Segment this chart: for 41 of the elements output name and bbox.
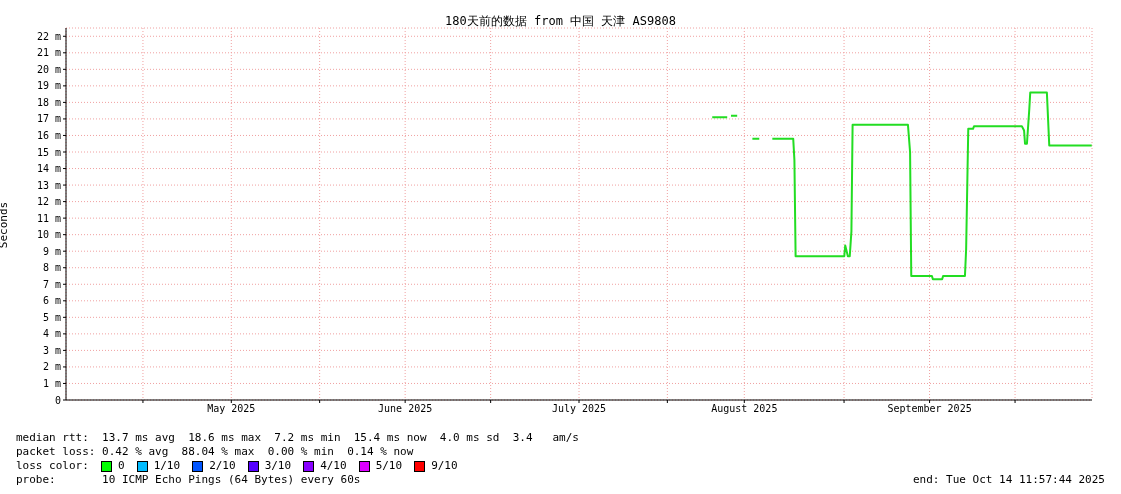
- y-tick-label: 7 m: [42, 278, 61, 290]
- text: 3/10: [263, 459, 292, 473]
- y-tick-label: 10 m: [36, 229, 61, 241]
- text: 9/10: [430, 459, 458, 473]
- y-tick-label: 6 m: [42, 295, 61, 307]
- y-tick-label: 8 m: [42, 262, 61, 274]
- y-tick-label: 5 m: [42, 311, 61, 323]
- y-tick-label: 9 m: [42, 245, 61, 257]
- y-tick-label: 18 m: [36, 96, 61, 108]
- y-tick-label: 1 m: [42, 378, 61, 390]
- y-tick-label: 17 m: [36, 113, 61, 125]
- y-tick-label: 20 m: [36, 63, 61, 75]
- y-tick-label: 16 m: [36, 130, 61, 142]
- x-tick-label: September 2025: [887, 403, 972, 415]
- y-tick-label: 14 m: [36, 163, 61, 175]
- y-tick-label: 22 m: [36, 30, 61, 42]
- x-tick-label: July 2025: [551, 403, 607, 415]
- text: packet loss: 0.42 % avg 88.04 % max 0.00 % min 0.14 % now: [16, 445, 415, 459]
- x-tick-label: June 2025: [378, 403, 433, 415]
- chart-title: 180天前的数据 from 中国 天津 AS9808: [444, 14, 677, 28]
- text: 0: [117, 459, 125, 473]
- y-tick-label: 12 m: [36, 196, 61, 208]
- y-tick-label: 0: [54, 394, 61, 406]
- text: 4/10: [319, 459, 347, 473]
- y-tick-label: 19 m: [36, 80, 61, 92]
- y-tick-label: 3 m: [42, 344, 61, 356]
- x-tick-label: August 2025: [711, 403, 778, 415]
- y-tick-label: 2 m: [42, 361, 61, 373]
- y-tick-label: 4 m: [42, 328, 61, 340]
- text: 1/10: [152, 459, 181, 473]
- y-tick-label: 21 m: [36, 47, 61, 59]
- text: 5/10: [374, 459, 403, 473]
- text: probe: 10 ICMP Echo Pings (64 Bytes) every 60s: [16, 473, 362, 487]
- text: median rtt: 13.7 ms avg 18.6 ms max 7.2 ms min 15.4 ms now 4.0 ms sd 3.4 am/s: [16, 431, 579, 445]
- text: end: Tue Oct 14 11:57:44 2025: [912, 473, 1105, 487]
- text: 2/10: [208, 459, 236, 473]
- y-tick-label: 11 m: [36, 212, 61, 224]
- text: loss color:: [16, 459, 90, 473]
- x-tick-label: May 2025: [207, 403, 256, 415]
- y-tick-label: 15 m: [36, 146, 61, 158]
- y-tick-label: 13 m: [36, 179, 61, 191]
